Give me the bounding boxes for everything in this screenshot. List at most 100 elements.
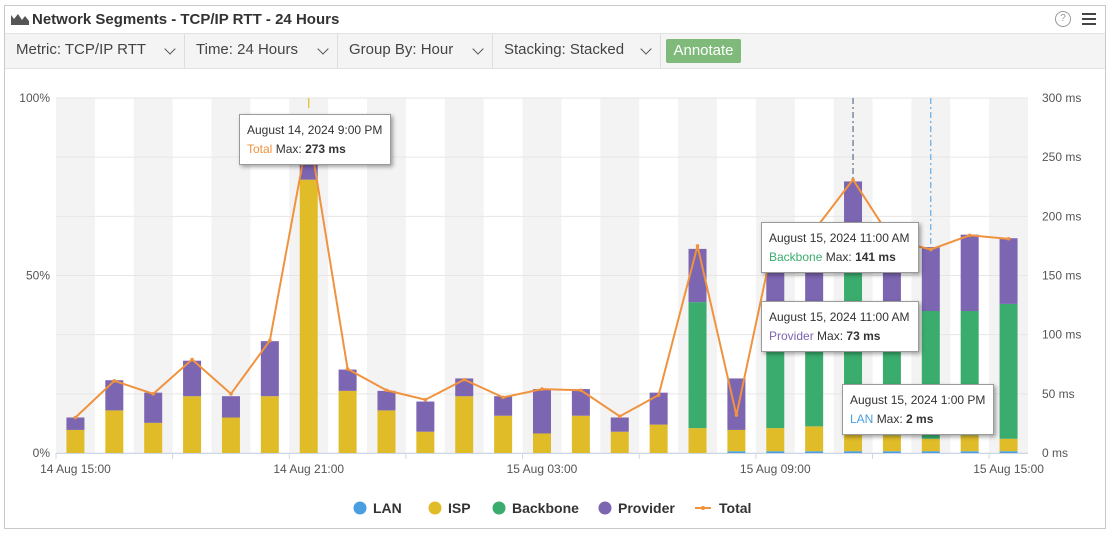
tooltip-value: 273 ms [305, 142, 346, 156]
hamburger-menu-icon[interactable] [1082, 11, 1096, 25]
tooltip-series: Backbone [769, 250, 823, 264]
tooltip-provider: August 15, 2024 11:00 AM Provider Max: 7… [761, 301, 919, 352]
metric-dropdown-label: Metric: TCP/IP RTT [16, 41, 147, 58]
total-point [1006, 237, 1011, 241]
bar-isp [727, 429, 746, 452]
bar-provider [377, 390, 396, 411]
group-by-dropdown-label: Group By: Hour [349, 41, 454, 58]
legend-marker-isp [428, 501, 442, 515]
tooltip-series: Total [247, 142, 273, 156]
total-point [540, 387, 544, 391]
bar-provider [494, 396, 513, 416]
bar-backbone [688, 302, 707, 429]
area-chart-icon [11, 14, 29, 25]
tooltip-label: Max: [817, 329, 844, 343]
tooltip-date: August 15, 2024 1:00 PM [850, 393, 986, 407]
tooltip-value: 141 ms [855, 250, 896, 264]
legend-label-lan: LAN [373, 500, 402, 516]
total-point [695, 244, 700, 248]
y-left-tick-label: 50% [26, 269, 50, 283]
page-title: Network Segments - TCP/IP RTT - 24 Hours [32, 11, 340, 28]
bar-isp [416, 431, 435, 453]
legend-label-isp: ISP [448, 500, 471, 516]
bar-isp [260, 396, 279, 453]
bar-provider [533, 389, 551, 434]
tooltip-date: August 14, 2024 9:00 PM [247, 123, 383, 137]
bar-lan [999, 451, 1018, 453]
x-tick-label: 14 Aug 15:00 [40, 462, 111, 476]
bar-isp [649, 424, 668, 453]
x-tick-label: 15 Aug 15:00 [973, 462, 1044, 476]
total-point [617, 414, 622, 419]
x-tick-label: 15 Aug 03:00 [507, 462, 578, 476]
legend-label-total: Total [719, 500, 751, 516]
bar-provider [338, 369, 357, 391]
bar-isp [882, 435, 901, 452]
bar-isp [610, 431, 629, 453]
tooltip-date: August 15, 2024 11:00 AM [769, 310, 910, 324]
bar-provider [416, 401, 435, 432]
bar-provider [183, 360, 202, 397]
help-icon[interactable]: ? [1055, 11, 1071, 27]
group-by-dropdown[interactable]: Group By: Hour [338, 34, 493, 68]
y-left-tick-label: 100% [19, 91, 50, 105]
total-point [967, 233, 972, 238]
total-point [229, 392, 233, 396]
total-point [384, 388, 389, 393]
total-point [151, 392, 155, 396]
bar-isp [960, 435, 979, 452]
bar-provider [649, 392, 668, 425]
time-dropdown[interactable]: Time: 24 Hours [185, 34, 338, 68]
bar-provider [921, 247, 940, 311]
bar-backbone [999, 303, 1018, 439]
total-point [929, 247, 933, 252]
total-point [501, 395, 505, 400]
bar-isp [571, 415, 590, 453]
legend-label-backbone: Backbone [512, 500, 579, 516]
y-right-tick-label: 0 ms [1042, 446, 1068, 460]
bar-isp [921, 438, 940, 452]
y-right-tick-label: 250 ms [1042, 150, 1081, 164]
panel-header: Network Segments - TCP/IP RTT - 24 Hours… [5, 6, 1105, 32]
bar-provider [960, 234, 979, 311]
stacking-dropdown[interactable]: Stacking: Stacked [493, 34, 661, 68]
bar-lan [844, 451, 863, 453]
bar-isp [533, 433, 551, 453]
bar-provider [66, 417, 85, 430]
bar-isp [688, 428, 707, 453]
bar-isp [144, 422, 163, 453]
tooltip-label: Max: [825, 250, 852, 264]
x-tick-label: 15 Aug 09:00 [740, 462, 811, 476]
bar-lan [921, 451, 940, 453]
bar-isp [805, 426, 824, 452]
tooltip-series: Provider [769, 329, 814, 343]
y-right-tick-label: 300 ms [1042, 91, 1081, 105]
bar-isp [338, 390, 357, 453]
y-right-tick-label: 150 ms [1042, 269, 1081, 283]
stacking-dropdown-label: Stacking: Stacked [504, 41, 625, 58]
y-right-tick-label: 50 ms [1042, 387, 1075, 401]
bar-isp [844, 433, 863, 452]
y-right-tick-label: 100 ms [1042, 328, 1081, 342]
bar-provider [610, 417, 629, 432]
legend-marker-provider [598, 501, 612, 515]
total-point [734, 413, 739, 417]
bar-provider [260, 341, 279, 397]
legend-label-provider: Provider [618, 500, 675, 516]
total-point [73, 415, 78, 420]
toolbar: Metric: TCP/IP RTT Time: 24 Hours Group … [5, 33, 1105, 69]
bar-provider [999, 238, 1018, 304]
total-point [423, 397, 428, 402]
tooltip-label: Max: [876, 412, 903, 426]
tooltip-label: Max: [275, 142, 302, 156]
bar-isp [105, 410, 124, 453]
bar-provider [221, 396, 240, 418]
bar-isp [455, 396, 474, 453]
bar-provider [144, 392, 163, 423]
tooltip-total: August 14, 2024 9:00 PM Total Max: 273 m… [239, 114, 392, 165]
annotate-button[interactable]: Annotate [666, 39, 741, 63]
total-point [462, 377, 467, 382]
tooltip-lan: August 15, 2024 1:00 PM LAN Max: 2 ms [842, 384, 995, 435]
bar-isp [494, 415, 513, 453]
metric-dropdown[interactable]: Metric: TCP/IP RTT [5, 34, 185, 68]
